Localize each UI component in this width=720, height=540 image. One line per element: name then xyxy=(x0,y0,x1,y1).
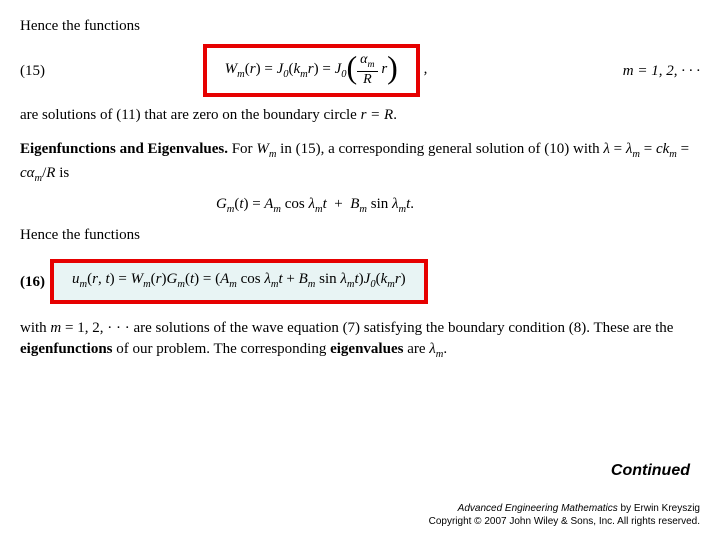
equation-15-body: Wm(r) = J0(kmr) = J0(αmR r) , xyxy=(70,44,560,97)
equation-Gm-row: Gm(t) = Am cos λmt + Bm sin λmt. xyxy=(20,194,700,217)
equation-16-redbox: um(r, t) = Wm(r)Gm(t) = (Am cos λmt + Bm… xyxy=(50,259,428,304)
footer-line1: Advanced Engineering Mathematics by Erwi… xyxy=(429,503,700,516)
equation-16-body: um(r, t) = Wm(r)Gm(t) = (Am cos λmt + Bm… xyxy=(70,259,700,304)
para-hence-1: Hence the functions xyxy=(20,16,700,36)
subheading: Eigenfunctions and Eigenvalues. xyxy=(20,141,228,157)
continued-label: Continued xyxy=(611,462,690,480)
footer-line2: Copyright © 2007 John Wiley & Sons, Inc.… xyxy=(429,516,700,529)
para-solutions-11: are solutions of (11) that are zero on t… xyxy=(20,105,700,125)
equation-15-redbox: Wm(r) = J0(kmr) = J0(αmR r) xyxy=(203,44,420,97)
para-with-m: with m = 1, 2, · · · are solutions of th… xyxy=(20,318,700,361)
equation-15-row: (15) Wm(r) = J0(kmr) = J0(αmR r) , m = 1… xyxy=(20,44,700,97)
equation-15-number: (15) xyxy=(20,61,70,81)
footer: Advanced Engineering Mathematics by Erwi… xyxy=(429,503,700,528)
equation-Gm-body: Gm(t) = Am cos λmt + Bm sin λmt. xyxy=(70,194,560,217)
equation-15-m: m = 1, 2, · · · xyxy=(560,61,700,81)
page-content: Hence the functions (15) Wm(r) = J0(kmr)… xyxy=(0,0,720,362)
equation-16-row: (16) um(r, t) = Wm(r)Gm(t) = (Am cos λmt… xyxy=(20,259,700,304)
para-eigenfunctions: Eigenfunctions and Eigenvalues. For Wm i… xyxy=(20,139,700,185)
para-hence-2: Hence the functions xyxy=(20,225,700,245)
